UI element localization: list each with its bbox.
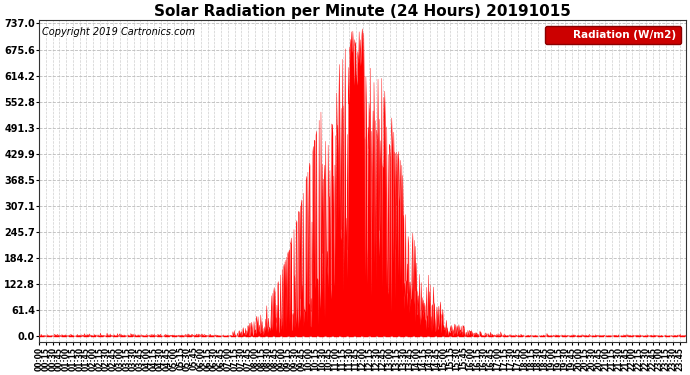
Text: Copyright 2019 Cartronics.com: Copyright 2019 Cartronics.com — [43, 27, 195, 37]
Title: Solar Radiation per Minute (24 Hours) 20191015: Solar Radiation per Minute (24 Hours) 20… — [154, 4, 571, 19]
Legend: Radiation (W/m2): Radiation (W/m2) — [545, 26, 680, 44]
